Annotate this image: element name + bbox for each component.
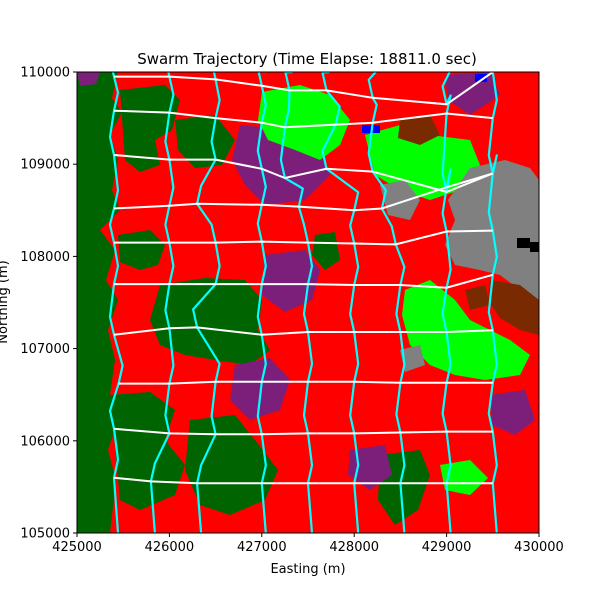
x-axis-label: Easting (m) bbox=[270, 562, 345, 577]
forest-patch-east bbox=[312, 232, 340, 270]
grassland-patch-north-east bbox=[365, 125, 480, 200]
trajectory-lines bbox=[113, 72, 494, 485]
x-tick-label: 428000 bbox=[329, 540, 379, 555]
x-tick-label: 427000 bbox=[237, 540, 287, 555]
trajectory-line bbox=[114, 229, 493, 246]
chart-title: Swarm Trajectory (Time Elapse: 18811.0 s… bbox=[137, 50, 477, 68]
y-axis: 105000 106000 107000 108000 109000 110000 bbox=[20, 66, 77, 542]
cyan-track-line bbox=[149, 72, 175, 533]
urban-patch-center-east bbox=[380, 180, 420, 220]
cyan-track-line bbox=[487, 72, 498, 533]
x-tick-label: 425000 bbox=[52, 540, 102, 555]
x-tick-label: 426000 bbox=[145, 540, 195, 555]
wetland-patch-east bbox=[490, 390, 535, 435]
y-axis-label: Northing (m) bbox=[0, 260, 11, 343]
plot-frame bbox=[76, 71, 540, 534]
y-tick-label: 105000 bbox=[20, 527, 70, 542]
cyan-tracks bbox=[108, 72, 498, 533]
structure-patch-east bbox=[517, 238, 539, 252]
forest-patch-south-west bbox=[110, 392, 185, 510]
y-tick-label: 107000 bbox=[20, 342, 70, 357]
cyan-track-line bbox=[441, 72, 452, 533]
trajectory-line bbox=[113, 154, 494, 193]
cyan-track-line bbox=[256, 72, 267, 533]
wetland-patch-south-east bbox=[348, 445, 392, 490]
y-tick-label: 108000 bbox=[20, 250, 70, 265]
trajectory-line bbox=[114, 72, 494, 106]
x-axis: 425000 426000 427000 428000 429000 430000 bbox=[52, 533, 564, 555]
water-patch-north-east bbox=[475, 74, 487, 82]
y-tick-label: 110000 bbox=[20, 66, 70, 81]
forest-patch-south-mid bbox=[378, 450, 430, 525]
y-tick-label: 106000 bbox=[20, 434, 70, 449]
wetland-patch-north-east bbox=[445, 72, 500, 115]
x-tick-label: 430000 bbox=[514, 540, 564, 555]
grassland-patch-east bbox=[402, 280, 530, 380]
cyan-track-line bbox=[108, 72, 124, 533]
trajectory-line bbox=[113, 476, 493, 485]
cyan-track-line bbox=[321, 72, 360, 533]
trajectory-line bbox=[114, 273, 494, 289]
cyan-track-line bbox=[192, 72, 221, 533]
cyan-track-line bbox=[279, 72, 314, 533]
soil-patch-north-east bbox=[398, 115, 440, 145]
soil-patch-east bbox=[488, 280, 539, 335]
forest-patch-center-north bbox=[175, 115, 235, 168]
y-tick-label: 109000 bbox=[20, 158, 70, 173]
x-tick-label: 429000 bbox=[422, 540, 472, 555]
land-cover-map bbox=[77, 72, 539, 533]
wetland-patch-nw-corner bbox=[77, 72, 100, 86]
trajectory-line bbox=[113, 109, 493, 129]
trajectory-line bbox=[113, 427, 493, 436]
forest-patch-south-center bbox=[185, 415, 278, 515]
trajectory-line bbox=[118, 380, 493, 385]
forest-patch-nw bbox=[120, 85, 180, 172]
trajectory-line bbox=[113, 172, 494, 212]
forest-patch-mid-west bbox=[118, 230, 165, 270]
cyan-track-line bbox=[367, 72, 406, 533]
grassland-patch-south-east bbox=[440, 460, 488, 495]
forest-patch-center-west bbox=[150, 278, 270, 365]
soil-patch-east-mid bbox=[465, 285, 490, 310]
trajectory-line bbox=[113, 326, 493, 336]
urban-patch-south-east bbox=[400, 345, 425, 372]
